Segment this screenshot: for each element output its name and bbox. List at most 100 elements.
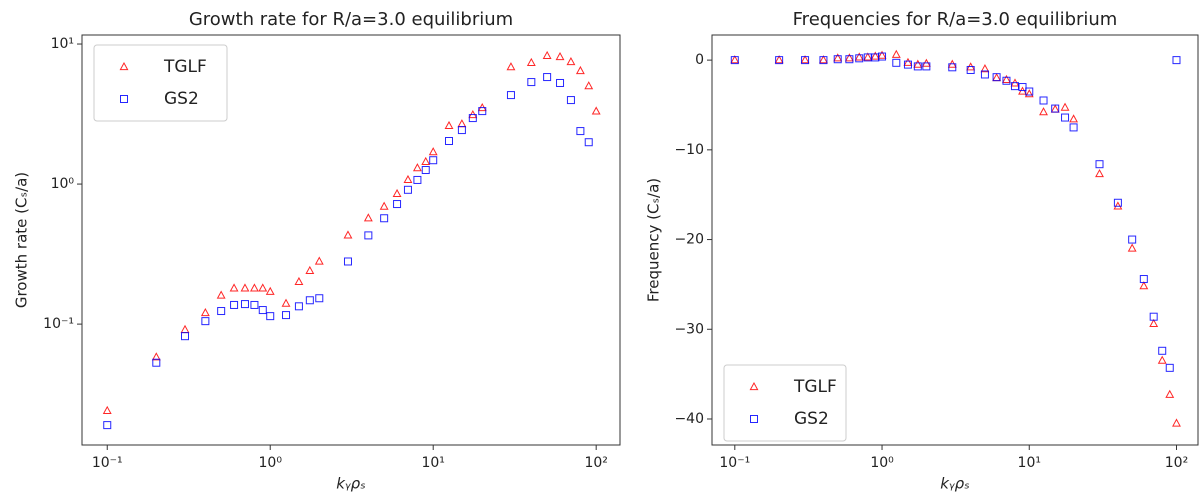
triangle-marker: [891, 49, 901, 58]
triangle-marker: [421, 156, 431, 165]
triangle-marker: [870, 51, 880, 60]
square-marker: [566, 96, 575, 105]
square-marker: [1158, 346, 1167, 355]
square-marker: [403, 185, 412, 194]
square-marker: [922, 62, 931, 71]
triangle-marker: [800, 55, 810, 64]
triangle-marker: [428, 147, 438, 156]
triangle-marker: [555, 51, 565, 61]
square-marker: [1002, 76, 1011, 85]
square-marker: [1010, 82, 1019, 91]
square-marker: [282, 311, 291, 320]
square-marker: [266, 312, 275, 321]
triangle-marker: [240, 283, 250, 292]
square-marker: [250, 300, 259, 309]
square-marker: [878, 52, 887, 61]
square-marker: [1039, 96, 1048, 105]
y-tick-label: −40: [674, 411, 704, 427]
square-marker: [584, 138, 593, 147]
square-marker: [576, 127, 585, 136]
y-tick-label: −20: [674, 232, 704, 248]
triangle-marker: [1050, 104, 1060, 113]
y-tick-label: 10¹: [51, 36, 74, 52]
y-tick-label: 10⁻¹: [43, 316, 74, 332]
y-tick-label: −30: [674, 321, 704, 337]
triangle-marker: [774, 55, 784, 64]
triangle-marker: [216, 290, 226, 299]
square-marker: [217, 307, 226, 316]
square-marker: [855, 54, 864, 63]
y-axis-label: Frequency (Cₛ/a): [645, 178, 663, 302]
x-tick-label: 10⁰: [259, 455, 283, 471]
legend-marker: [119, 61, 129, 71]
y-tick-label: −10: [674, 142, 704, 158]
triangle-marker: [379, 201, 389, 210]
y-tick-label: 10⁰: [51, 176, 75, 192]
triangle-marker: [314, 256, 324, 265]
square-marker: [457, 126, 466, 135]
square-marker: [819, 56, 828, 65]
chart-title: Frequencies for R/a=3.0 equilibrium: [793, 9, 1118, 30]
square-marker: [240, 300, 249, 309]
triangle-marker: [1024, 89, 1034, 98]
square-marker: [444, 137, 453, 146]
triangle-marker: [992, 73, 1002, 82]
square-marker: [413, 175, 422, 184]
square-marker: [1051, 104, 1060, 113]
square-marker: [429, 156, 438, 165]
triangle-marker: [903, 57, 913, 66]
square-marker: [1025, 87, 1034, 96]
square-marker: [1018, 83, 1027, 92]
triangle-marker: [844, 53, 854, 62]
x-tick-label: 10¹: [421, 455, 444, 471]
square-marker: [258, 306, 267, 315]
square-marker: [468, 114, 477, 123]
legend-box: [93, 44, 228, 122]
square-marker: [980, 70, 989, 79]
square-marker: [992, 73, 1001, 82]
triangle-marker: [833, 53, 843, 62]
legend-label: TGLF: [793, 377, 837, 397]
legend-label: GS2: [794, 409, 829, 429]
square-marker: [152, 358, 161, 367]
square-marker: [506, 91, 515, 100]
triangle-marker: [877, 50, 887, 59]
triangle-marker: [1165, 389, 1175, 398]
triangle-marker: [1149, 318, 1159, 327]
triangle-marker: [180, 324, 190, 333]
triangle-marker: [584, 81, 594, 90]
square-marker: [966, 65, 975, 74]
triangle-marker: [265, 286, 275, 295]
triangle-marker: [294, 276, 304, 286]
y-tick-label: 0: [695, 52, 704, 68]
triangle-marker: [1113, 201, 1123, 210]
triangle-marker: [1157, 355, 1167, 364]
triangle-marker: [249, 283, 259, 292]
triangle-marker: [566, 56, 576, 66]
triangle-marker: [1127, 243, 1137, 252]
triangle-marker: [200, 307, 210, 317]
chart-title: Growth rate for R/a=3.0 equilibrium: [189, 9, 513, 30]
triangle-marker: [591, 106, 601, 115]
square-marker: [1165, 363, 1174, 372]
square-marker: [103, 421, 112, 430]
x-tick-label: 10²: [584, 455, 607, 471]
square-marker: [380, 214, 389, 223]
triangle-marker: [913, 59, 923, 68]
triangle-marker: [1172, 418, 1181, 427]
triangle-marker: [281, 298, 291, 307]
square-marker: [1139, 275, 1148, 284]
x-tick-label: 10⁰: [870, 455, 894, 471]
triangle-marker: [1069, 114, 1079, 123]
triangle-marker: [819, 55, 828, 64]
x-tick-label: 10⁻¹: [719, 455, 750, 471]
legend-marker: [750, 415, 758, 423]
legend-label: GS2: [164, 89, 199, 109]
square-marker: [343, 257, 352, 266]
triangle-marker: [506, 62, 516, 71]
square-marker: [1113, 198, 1122, 207]
triangle-marker: [1139, 281, 1149, 290]
square-marker: [1128, 235, 1137, 244]
square-marker: [1069, 123, 1078, 132]
